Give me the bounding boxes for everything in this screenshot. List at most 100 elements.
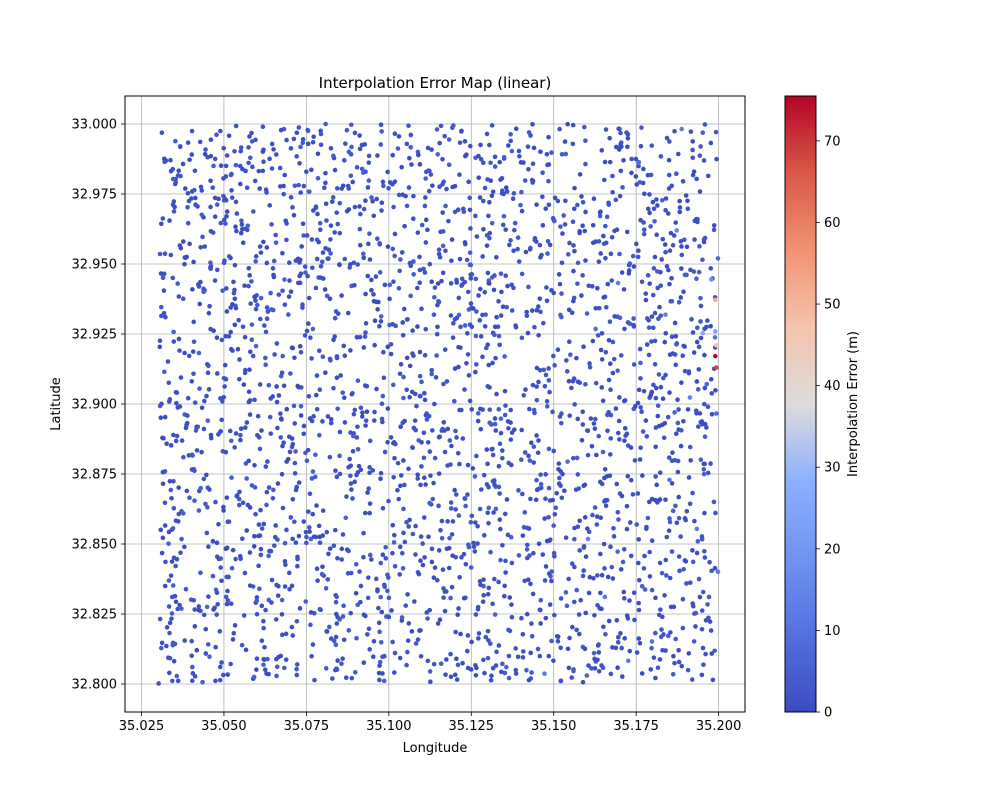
scatter-point xyxy=(297,606,303,611)
scatter-point xyxy=(314,406,320,412)
scatter-point xyxy=(213,678,218,684)
scatter-point xyxy=(339,661,344,667)
scatter-point xyxy=(506,627,511,633)
scatter-point xyxy=(619,270,625,275)
scatter-point xyxy=(166,380,172,386)
scatter-point xyxy=(296,480,302,485)
scatter-point xyxy=(511,248,516,254)
scatter-point xyxy=(621,398,627,404)
scatter-point xyxy=(191,319,197,325)
scatter-point xyxy=(223,376,229,382)
scatter-point xyxy=(584,673,590,678)
scatter-point xyxy=(199,212,205,218)
scatter-point xyxy=(434,353,439,358)
scatter-point xyxy=(639,279,645,285)
scatter-point xyxy=(662,242,668,247)
scatter-point xyxy=(446,565,452,571)
scatter-point xyxy=(646,499,652,505)
scatter-point xyxy=(550,409,555,415)
scatter-point xyxy=(615,665,620,671)
scatter-point xyxy=(608,544,613,550)
scatter-point xyxy=(665,633,671,639)
scatter-point xyxy=(634,241,639,247)
scatter-point xyxy=(325,414,331,419)
scatter-point xyxy=(704,425,709,430)
scatter-point xyxy=(232,262,238,268)
scatter-point xyxy=(261,521,267,527)
scatter-point xyxy=(208,265,213,270)
scatter-point xyxy=(238,432,243,438)
scatter-point xyxy=(175,678,181,684)
scatter-point xyxy=(688,129,694,134)
scatter-point xyxy=(365,490,370,495)
scatter-point xyxy=(506,675,512,681)
scatter-point xyxy=(230,302,235,307)
scatter-point xyxy=(402,539,408,545)
scatter-point xyxy=(383,544,388,550)
scatter-point xyxy=(529,308,535,313)
scatter-point xyxy=(504,497,510,502)
scatter-point xyxy=(315,211,320,217)
scatter-point xyxy=(616,635,621,640)
scatter-point xyxy=(606,337,612,343)
scatter-point xyxy=(297,160,302,166)
scatter-point xyxy=(269,141,275,147)
scatter-point xyxy=(647,210,652,216)
scatter-point xyxy=(223,594,229,600)
scatter-point xyxy=(281,183,286,189)
scatter-point xyxy=(274,384,279,389)
scatter-point xyxy=(460,206,466,212)
scatter-point xyxy=(534,433,539,438)
scatter-point xyxy=(521,524,527,530)
scatter-point xyxy=(602,566,607,571)
scatter-point xyxy=(460,660,465,666)
scatter-point xyxy=(319,259,325,265)
scatter-point xyxy=(594,522,600,527)
scatter-point xyxy=(186,198,192,204)
scatter-point xyxy=(483,345,489,351)
scatter-point xyxy=(190,671,196,676)
scatter-point xyxy=(543,496,548,502)
scatter-point xyxy=(367,257,373,262)
scatter-point xyxy=(641,388,647,394)
scatter-point xyxy=(596,650,602,655)
scatter-point xyxy=(650,325,656,331)
scatter-point xyxy=(252,178,258,184)
scatter-point xyxy=(167,655,173,661)
scatter-point xyxy=(237,357,242,362)
scatter-point xyxy=(694,339,700,345)
scatter-point xyxy=(546,202,552,208)
scatter-point xyxy=(361,660,367,666)
scatter-point xyxy=(581,545,587,550)
scatter-point xyxy=(370,198,375,204)
scatter-point xyxy=(581,568,587,573)
scatter-point xyxy=(269,222,274,227)
scatter-point xyxy=(698,144,703,149)
scatter-point xyxy=(347,456,352,462)
scatter-point xyxy=(287,449,293,455)
scatter-point xyxy=(529,177,535,183)
scatter-point xyxy=(651,266,657,271)
scatter-point xyxy=(680,625,686,631)
scatter-point xyxy=(436,251,442,257)
scatter-point xyxy=(409,629,415,634)
scatter-point xyxy=(672,320,678,326)
scatter-point xyxy=(249,279,254,284)
scatter-points xyxy=(156,121,721,686)
scatter-point xyxy=(301,431,307,437)
scatter-point xyxy=(205,370,211,376)
scatter-point xyxy=(678,443,684,449)
scatter-point xyxy=(477,506,483,512)
scatter-point xyxy=(273,240,279,245)
scatter-point xyxy=(390,246,396,252)
scatter-point xyxy=(355,378,361,384)
scatter-point xyxy=(365,595,371,601)
scatter-point xyxy=(577,548,583,553)
scatter-point xyxy=(498,526,503,532)
scatter-point xyxy=(206,310,212,316)
scatter-point xyxy=(290,496,296,502)
scatter-point xyxy=(649,538,655,544)
scatter-point xyxy=(263,362,268,368)
scatter-point xyxy=(583,138,588,143)
scatter-point xyxy=(684,581,689,586)
